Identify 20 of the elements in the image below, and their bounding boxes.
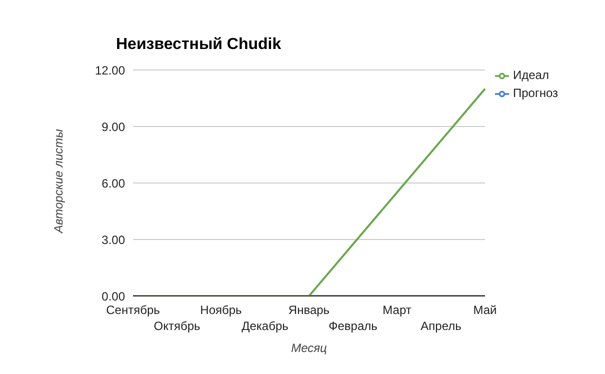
y-axis-title: Авторские листы: [51, 128, 66, 234]
y-tick-label: 0.00: [102, 289, 126, 304]
y-tick-label: 12.00: [94, 63, 126, 78]
x-tick-label: Октябрь: [154, 319, 200, 333]
legend-label: Идеал: [513, 68, 549, 82]
line-series: [132, 88, 486, 296]
x-tick-label: Март: [382, 303, 412, 317]
x-tick-label: Январь: [288, 303, 330, 317]
legend-label: Прогноз: [513, 86, 558, 100]
y-tick-label: 6.00: [102, 176, 126, 190]
y-tick-label: 9.00: [102, 120, 126, 134]
x-tick-label: Ноябрь: [200, 303, 242, 317]
x-tick-label: Апрель: [420, 319, 462, 333]
y-tick-label: 3.00: [102, 232, 126, 247]
chart-title: Неизвестный Chudik: [116, 36, 282, 54]
x-tick-label: Май: [473, 303, 497, 317]
x-tick-label: Сентябрь: [106, 303, 160, 317]
x-tick-label: Декабрь: [242, 319, 288, 333]
x-axis-title: Месяц: [291, 341, 328, 355]
x-tick-label: Февраль: [328, 319, 378, 333]
